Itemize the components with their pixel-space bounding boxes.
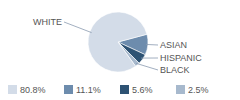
leader-line — [146, 44, 158, 46]
slice-label: HISPANIC — [160, 53, 202, 63]
legend-label: 5.6% — [132, 85, 153, 95]
chart-container: WHITE ASIAN HISPANIC BLACK 80.8% 11.1% 5.6% 2.5… — [0, 0, 240, 100]
slice-label: ASIAN — [160, 40, 187, 50]
legend-swatch — [64, 85, 73, 94]
leader-line — [141, 58, 158, 59]
pie — [88, 12, 148, 72]
slice-label: WHITE — [33, 17, 62, 27]
legend-swatch — [176, 85, 185, 94]
leader-line — [136, 63, 158, 70]
legend-swatch — [120, 85, 129, 94]
leader-line — [64, 22, 92, 33]
legend-swatch — [8, 85, 17, 94]
pie-slice — [88, 12, 147, 72]
slice-label: BLACK — [160, 65, 190, 75]
legend-label: 11.1% — [76, 85, 101, 95]
legend-label: 2.5% — [188, 85, 209, 95]
chart: WHITE ASIAN HISPANIC BLACK 80.8% 11.1% 5.6% 2.5… — [0, 0, 240, 100]
legend: 80.8% 11.1% 5.6% 2.5% — [8, 85, 209, 95]
legend-label: 80.8% — [20, 85, 46, 95]
